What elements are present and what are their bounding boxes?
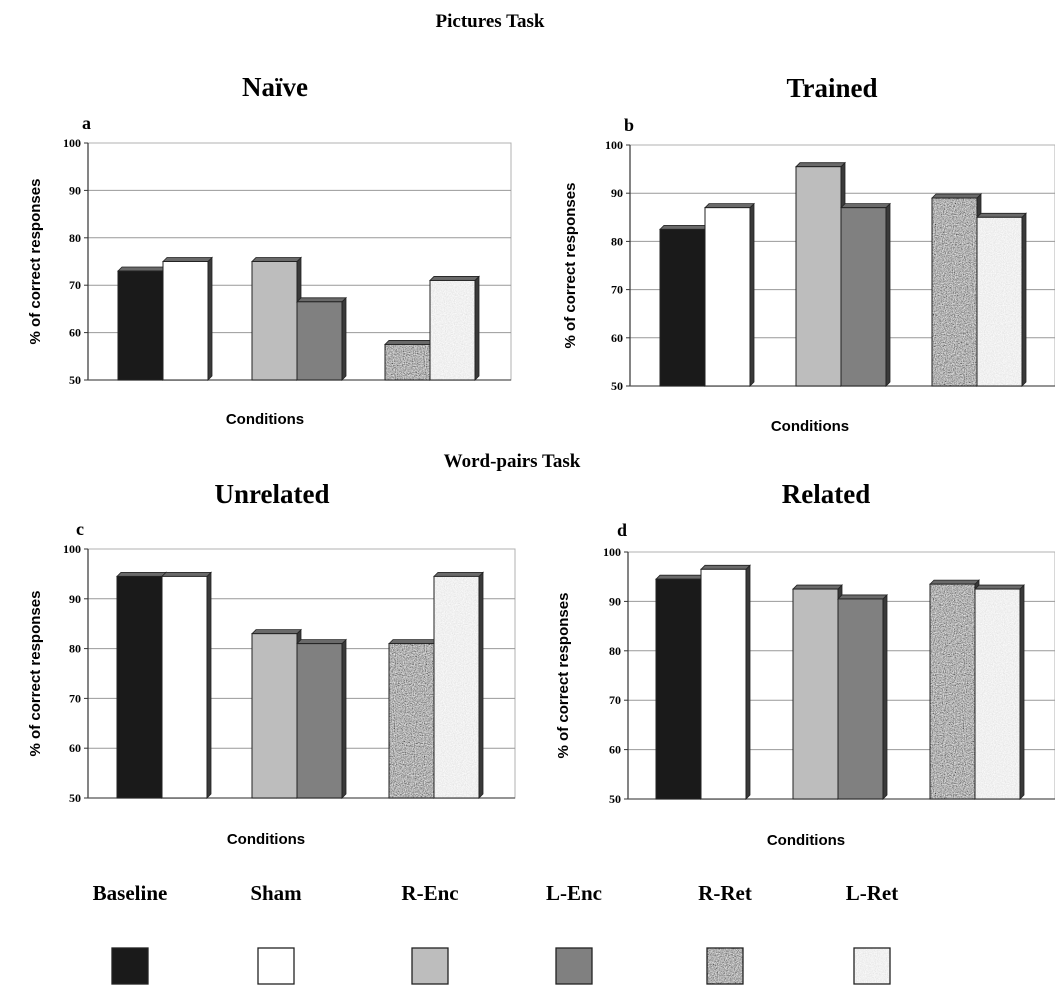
legend-item-r-ret: R-Ret — [698, 881, 752, 985]
chart-panels: 50 60 70 80 90 100 Naïve a Conditions % of correc… — [27, 72, 1055, 849]
chart-panel-a: 50 60 70 80 90 100 Naïve a Conditions % of correc… — [27, 72, 512, 428]
chart-title: Trained — [786, 73, 877, 103]
bar-l-ret — [429, 275, 480, 381]
section-title-word-pairs: Word-pairs Task — [444, 451, 581, 472]
bar-r-ret — [931, 193, 982, 387]
y-axis-label: % of correct responses — [27, 179, 44, 345]
bar-baseline — [116, 571, 167, 799]
chart-panel-b: 50 60 70 80 90 100 Trained b Conditions % of corr… — [562, 73, 1055, 435]
chart-title: Unrelated — [215, 479, 330, 509]
bar-l-ret — [433, 571, 484, 799]
chart-panel-d: 50 60 70 80 90 100 Related d Conditions % of corr… — [555, 479, 1055, 849]
y-tick-label: 80 — [69, 642, 81, 656]
legend-label: Baseline — [93, 881, 168, 905]
y-tick-label: 70 — [69, 691, 81, 705]
legend-swatch — [853, 947, 891, 985]
y-tick-label: 50 — [69, 791, 81, 805]
legend-swatch — [555, 947, 593, 985]
legend-swatch — [706, 947, 744, 985]
y-tick-label: 90 — [69, 183, 81, 197]
bar-baseline — [117, 266, 168, 381]
y-axis-label: % of correct responses — [555, 593, 572, 759]
legend-swatch — [411, 947, 449, 985]
legend-label: R-Enc — [401, 881, 458, 905]
bar-l-enc — [296, 638, 347, 799]
y-tick-label: 100 — [603, 545, 621, 559]
x-axis-label: Conditions — [771, 418, 849, 435]
bar-l-ret — [974, 584, 1025, 800]
legend-item-l-ret: L-Ret — [846, 881, 898, 985]
bar-sham — [704, 202, 755, 387]
x-axis-label: Conditions — [226, 411, 304, 428]
y-tick-label: 70 — [611, 283, 623, 297]
chart-title: Naïve — [242, 72, 308, 102]
y-tick-label: 70 — [609, 693, 621, 707]
y-tick-label: 70 — [69, 278, 81, 292]
bar-l-enc — [837, 593, 888, 800]
y-tick-label: 100 — [63, 136, 81, 150]
y-tick-label: 90 — [611, 186, 623, 200]
legend-item-r-enc: R-Enc — [401, 881, 459, 985]
bar-r-enc — [251, 628, 302, 799]
legend-item-baseline: Baseline — [93, 881, 168, 985]
panel-letter: c — [76, 519, 84, 539]
bar-r-enc — [792, 584, 843, 800]
legend-swatch — [257, 947, 295, 985]
bar-r-ret — [388, 638, 439, 799]
y-axis-label: % of correct responses — [27, 591, 44, 757]
bar-l-enc — [840, 202, 891, 387]
y-tick-label: 60 — [609, 743, 621, 757]
bar-r-enc — [795, 161, 846, 387]
legend-label: L-Enc — [546, 881, 602, 905]
y-tick-label: 100 — [63, 542, 81, 556]
y-tick-label: 50 — [611, 379, 623, 393]
chart-title: Related — [782, 479, 870, 509]
panel-letter: a — [82, 113, 91, 133]
panel-letter: d — [617, 520, 627, 540]
legend-label: R-Ret — [698, 881, 752, 905]
legend-item-sham: Sham — [250, 881, 302, 985]
y-tick-label: 60 — [611, 331, 623, 345]
bar-sham — [700, 564, 751, 800]
y-tick-label: 90 — [69, 592, 81, 606]
y-tick-label: 50 — [69, 373, 81, 387]
bar-baseline — [655, 574, 706, 800]
y-tick-label: 80 — [611, 234, 623, 248]
bar-l-enc — [296, 296, 347, 381]
y-tick-label: 50 — [609, 792, 621, 806]
legend-swatch — [111, 947, 149, 985]
y-tick-label: 80 — [609, 644, 621, 658]
legend-label: Sham — [250, 881, 302, 905]
bar-r-ret — [384, 339, 435, 381]
x-axis-label: Conditions — [227, 831, 305, 848]
y-tick-label: 100 — [605, 138, 623, 152]
bar-r-enc — [251, 256, 302, 381]
bar-baseline — [659, 224, 710, 387]
bar-sham — [162, 256, 213, 381]
bar-l-ret — [976, 212, 1027, 387]
section-title-pictures: Pictures Task — [436, 11, 545, 32]
panel-letter: b — [624, 115, 634, 135]
y-axis-label: % of correct responses — [562, 183, 579, 349]
bar-sham — [161, 571, 212, 799]
y-tick-label: 80 — [69, 231, 81, 245]
y-tick-label: 60 — [69, 741, 81, 755]
bar-r-ret — [929, 579, 980, 800]
legend-label: L-Ret — [846, 881, 898, 905]
y-tick-label: 60 — [69, 326, 81, 340]
x-axis-label: Conditions — [767, 832, 845, 849]
legend-item-l-enc: L-Enc — [546, 881, 602, 985]
legend: Baseline Sham R-Enc L-Enc R-Ret L-Ret — [93, 881, 898, 985]
y-tick-label: 90 — [609, 594, 621, 608]
chart-panel-c: 50 60 70 80 90 100 Unrelated c Conditions % of co… — [27, 479, 516, 848]
